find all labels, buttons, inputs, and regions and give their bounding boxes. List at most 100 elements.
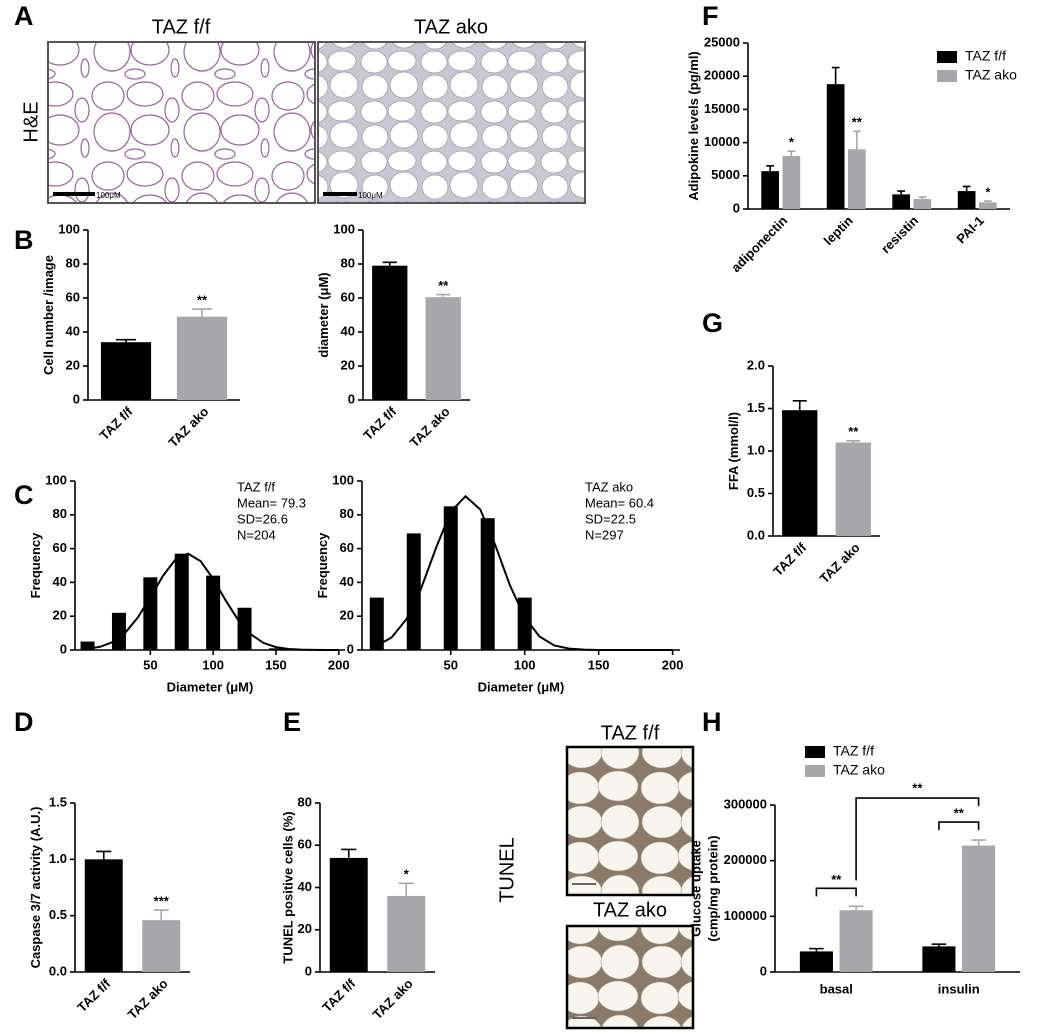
- y-tick-label: 20000: [704, 68, 740, 83]
- y-tick-label: 200000: [724, 852, 767, 867]
- y-axis-label: diameter (μM): [316, 272, 331, 357]
- x-tick-label: TAZ f/f: [74, 975, 113, 1014]
- y-tick-label: 20: [66, 357, 80, 372]
- y-tick-label: 40: [340, 574, 354, 589]
- y-axis-label: Adipokine levels (pg/ml): [686, 51, 701, 201]
- scale-label: 100μM: [358, 191, 383, 200]
- y-axis-label: TUNEL positive cells (%): [280, 811, 295, 963]
- panel-label: G: [702, 308, 723, 338]
- y-tick-label: 0.0: [49, 963, 67, 978]
- significance: ***: [154, 893, 170, 908]
- x-tick-label: TAZ ako: [817, 540, 863, 586]
- error-bar: [971, 839, 986, 846]
- bar: [782, 410, 818, 536]
- legend-label: TAZ f/f: [833, 743, 874, 759]
- y-tick-label: 100: [333, 221, 355, 236]
- tunel-image: [565, 745, 695, 897]
- x-tick-label: TAZ ako: [407, 404, 453, 450]
- x-tick-label: PAI-1: [953, 213, 986, 246]
- legend-swatch: [805, 765, 825, 777]
- bar: [84, 859, 123, 972]
- x-tick-label: 50: [143, 657, 157, 672]
- y-tick-label: 1.5: [49, 794, 67, 809]
- y-tick-label: 1.0: [49, 851, 67, 866]
- y-tick-label: 0.5: [49, 907, 67, 922]
- x-tick-label: resistin: [878, 213, 921, 256]
- he-image: [47, 41, 316, 204]
- significance-bracket: [855, 797, 980, 881]
- y-tick-label: 40: [341, 323, 355, 338]
- significance-bracket: [815, 887, 857, 897]
- annotation: N=204: [237, 527, 276, 542]
- significance: *: [789, 135, 795, 150]
- y-tick-label: 0: [348, 391, 355, 406]
- y-tick-label: 80: [53, 506, 67, 521]
- x-tick-label: 150: [265, 657, 287, 672]
- bar: [962, 845, 996, 972]
- error-bar: [341, 848, 357, 858]
- y-tick-label: 80: [66, 255, 80, 270]
- annotation: TAZ ako: [585, 479, 633, 494]
- legend-swatch: [937, 51, 957, 63]
- bar: [799, 951, 833, 972]
- y-tick-label: 25000: [704, 34, 740, 49]
- y-tick-label: 1.5: [747, 400, 765, 415]
- significance: **: [912, 781, 923, 796]
- significance: **: [848, 424, 859, 439]
- error-bar: [846, 440, 861, 443]
- y-tick-label: 0: [73, 391, 80, 406]
- bar: [839, 910, 873, 972]
- y-axis-label: FFA (mmol/l): [726, 412, 741, 490]
- y-axis-label: Frequency: [315, 532, 330, 599]
- error-bar: [809, 947, 824, 952]
- significance: **: [954, 806, 965, 821]
- panel-label: E: [283, 707, 301, 737]
- bar: [782, 155, 801, 209]
- error-bar: [792, 400, 807, 411]
- y-tick-label: 60: [340, 540, 354, 555]
- image-title: TAZ f/f: [601, 722, 660, 744]
- x-tick-label: 200: [662, 657, 684, 672]
- error-bar: [852, 130, 861, 150]
- significance: **: [438, 278, 449, 293]
- x-axis-label: Diameter (μM): [167, 679, 254, 694]
- panel-label: C: [14, 480, 34, 510]
- bar: [80, 641, 95, 650]
- bar: [480, 518, 495, 650]
- annotation: TAZ f/f: [237, 479, 275, 494]
- image-title: TAZ ako: [593, 899, 667, 921]
- significance-bracket: [938, 821, 980, 831]
- y-tick-label: 0: [60, 641, 67, 656]
- panel-label: H: [702, 707, 722, 737]
- y-tick-label: 0.0: [747, 527, 765, 542]
- bar: [761, 171, 779, 209]
- bar: [835, 442, 871, 536]
- annotation: SD=26.6: [237, 511, 288, 526]
- y-axis-label: Glucose uptake: [688, 840, 703, 937]
- x-tick-label: insulin: [938, 981, 980, 996]
- error-bar: [983, 200, 992, 203]
- x-tick-label: TAZ f/f: [97, 403, 136, 442]
- bar: [922, 946, 956, 972]
- annotation: Mean= 79.3: [237, 495, 306, 510]
- error-bar: [436, 293, 451, 298]
- bar: [100, 342, 152, 400]
- y-tick-label: 20: [298, 921, 312, 936]
- y-tick-label: 80: [341, 255, 355, 270]
- y-tick-label: 2.0: [747, 357, 765, 372]
- panel-label: B: [14, 225, 34, 255]
- legend-label: TAZ ako: [833, 762, 885, 778]
- y-tick-label: 1.0: [747, 442, 765, 457]
- x-tick-label: 100: [202, 657, 224, 672]
- bar: [142, 920, 181, 972]
- image-title: TAZ f/f: [152, 16, 211, 38]
- y-tick-label: 80: [298, 794, 312, 809]
- panel-label: A: [14, 1, 34, 31]
- x-tick-label: leptin: [821, 213, 856, 248]
- bar: [387, 895, 426, 972]
- annotation: N=297: [585, 527, 624, 542]
- y-tick-label: 20: [53, 608, 67, 623]
- error-bar: [931, 943, 947, 947]
- x-tick-label: TAZ f/f: [770, 539, 809, 578]
- bar: [237, 607, 252, 650]
